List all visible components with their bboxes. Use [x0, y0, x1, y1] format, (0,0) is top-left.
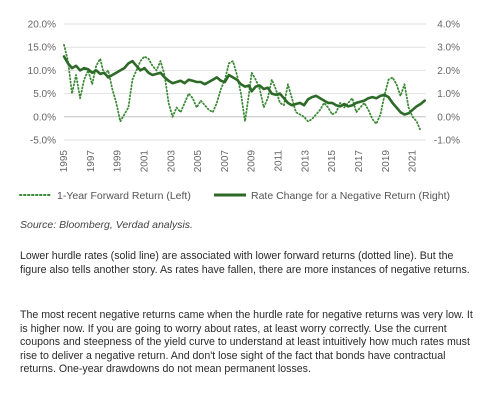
x-tick-label: 2005 — [193, 150, 204, 173]
series-layer — [62, 44, 426, 132]
x-tick-label: 1997 — [86, 150, 97, 173]
left-axis: 20.0% 15.0% 10.0% 5.0% 0.0% -5.0% — [28, 20, 56, 147]
left-tick-label: 0.0% — [33, 112, 56, 123]
x-tick-label: 2015 — [327, 150, 338, 173]
chart: 20.0% 15.0% 10.0% 5.0% 0.0% -5.0% 4.0% 3.0% 2.0… — [19, 20, 460, 202]
x-tick-label: 2009 — [247, 150, 258, 173]
right-axis: 4.0% 3.0% 2.0% 1.0% 0.0% -1.0% — [434, 20, 460, 147]
x-tick-label: 2011 — [274, 150, 285, 172]
line-chart: 20.0% 15.0% 10.0% 5.0% 0.0% -5.0% 4.0% 3.0% 2.0… — [19, 20, 460, 202]
left-tick-label: 20.0% — [28, 20, 56, 31]
legend-label-rate-change: Rate Change for a Negative Return (Right… — [251, 190, 450, 202]
paragraph-1: Lower hurdle rates (solid line) are asso… — [20, 250, 470, 276]
source-caption: Source: Bloomberg, Verdad analysis. — [20, 219, 193, 231]
x-tick-label: 2007 — [220, 150, 231, 173]
right-tick-label: 0.0% — [437, 112, 460, 123]
x-tick-label: 2021 — [408, 150, 419, 173]
x-tick-label: 2001 — [139, 150, 150, 173]
right-tick-label: -1.0% — [434, 136, 460, 147]
paragraph-2: The most recent negative returns came wh… — [20, 309, 473, 376]
series-line-rate-change — [62, 55, 426, 116]
x-tick-label: 1995 — [59, 150, 70, 173]
legend: 1-Year Forward Return (Left) Rate Change… — [19, 190, 450, 202]
left-tick-label: -5.0% — [30, 136, 56, 147]
right-tick-label: 1.0% — [437, 89, 460, 100]
right-tick-label: 2.0% — [437, 66, 460, 77]
series-line-forward-return — [63, 44, 422, 132]
x-axis: 1995 1997 1999 2001 2003 2005 2007 2009 2011 2013… — [59, 150, 419, 173]
gridlines — [64, 23, 426, 141]
x-tick-label: 2019 — [381, 150, 392, 173]
right-tick-label: 4.0% — [437, 20, 460, 31]
left-tick-label: 10.0% — [28, 66, 56, 77]
left-tick-label: 15.0% — [28, 43, 56, 54]
right-tick-label: 3.0% — [437, 43, 460, 54]
x-tick-label: 2013 — [300, 150, 311, 173]
legend-label-forward-return: 1-Year Forward Return (Left) — [57, 190, 191, 202]
x-tick-label: 2017 — [354, 150, 365, 173]
x-tick-label: 1999 — [113, 150, 124, 173]
left-tick-label: 5.0% — [33, 89, 56, 100]
x-tick-label: 2003 — [166, 150, 177, 173]
